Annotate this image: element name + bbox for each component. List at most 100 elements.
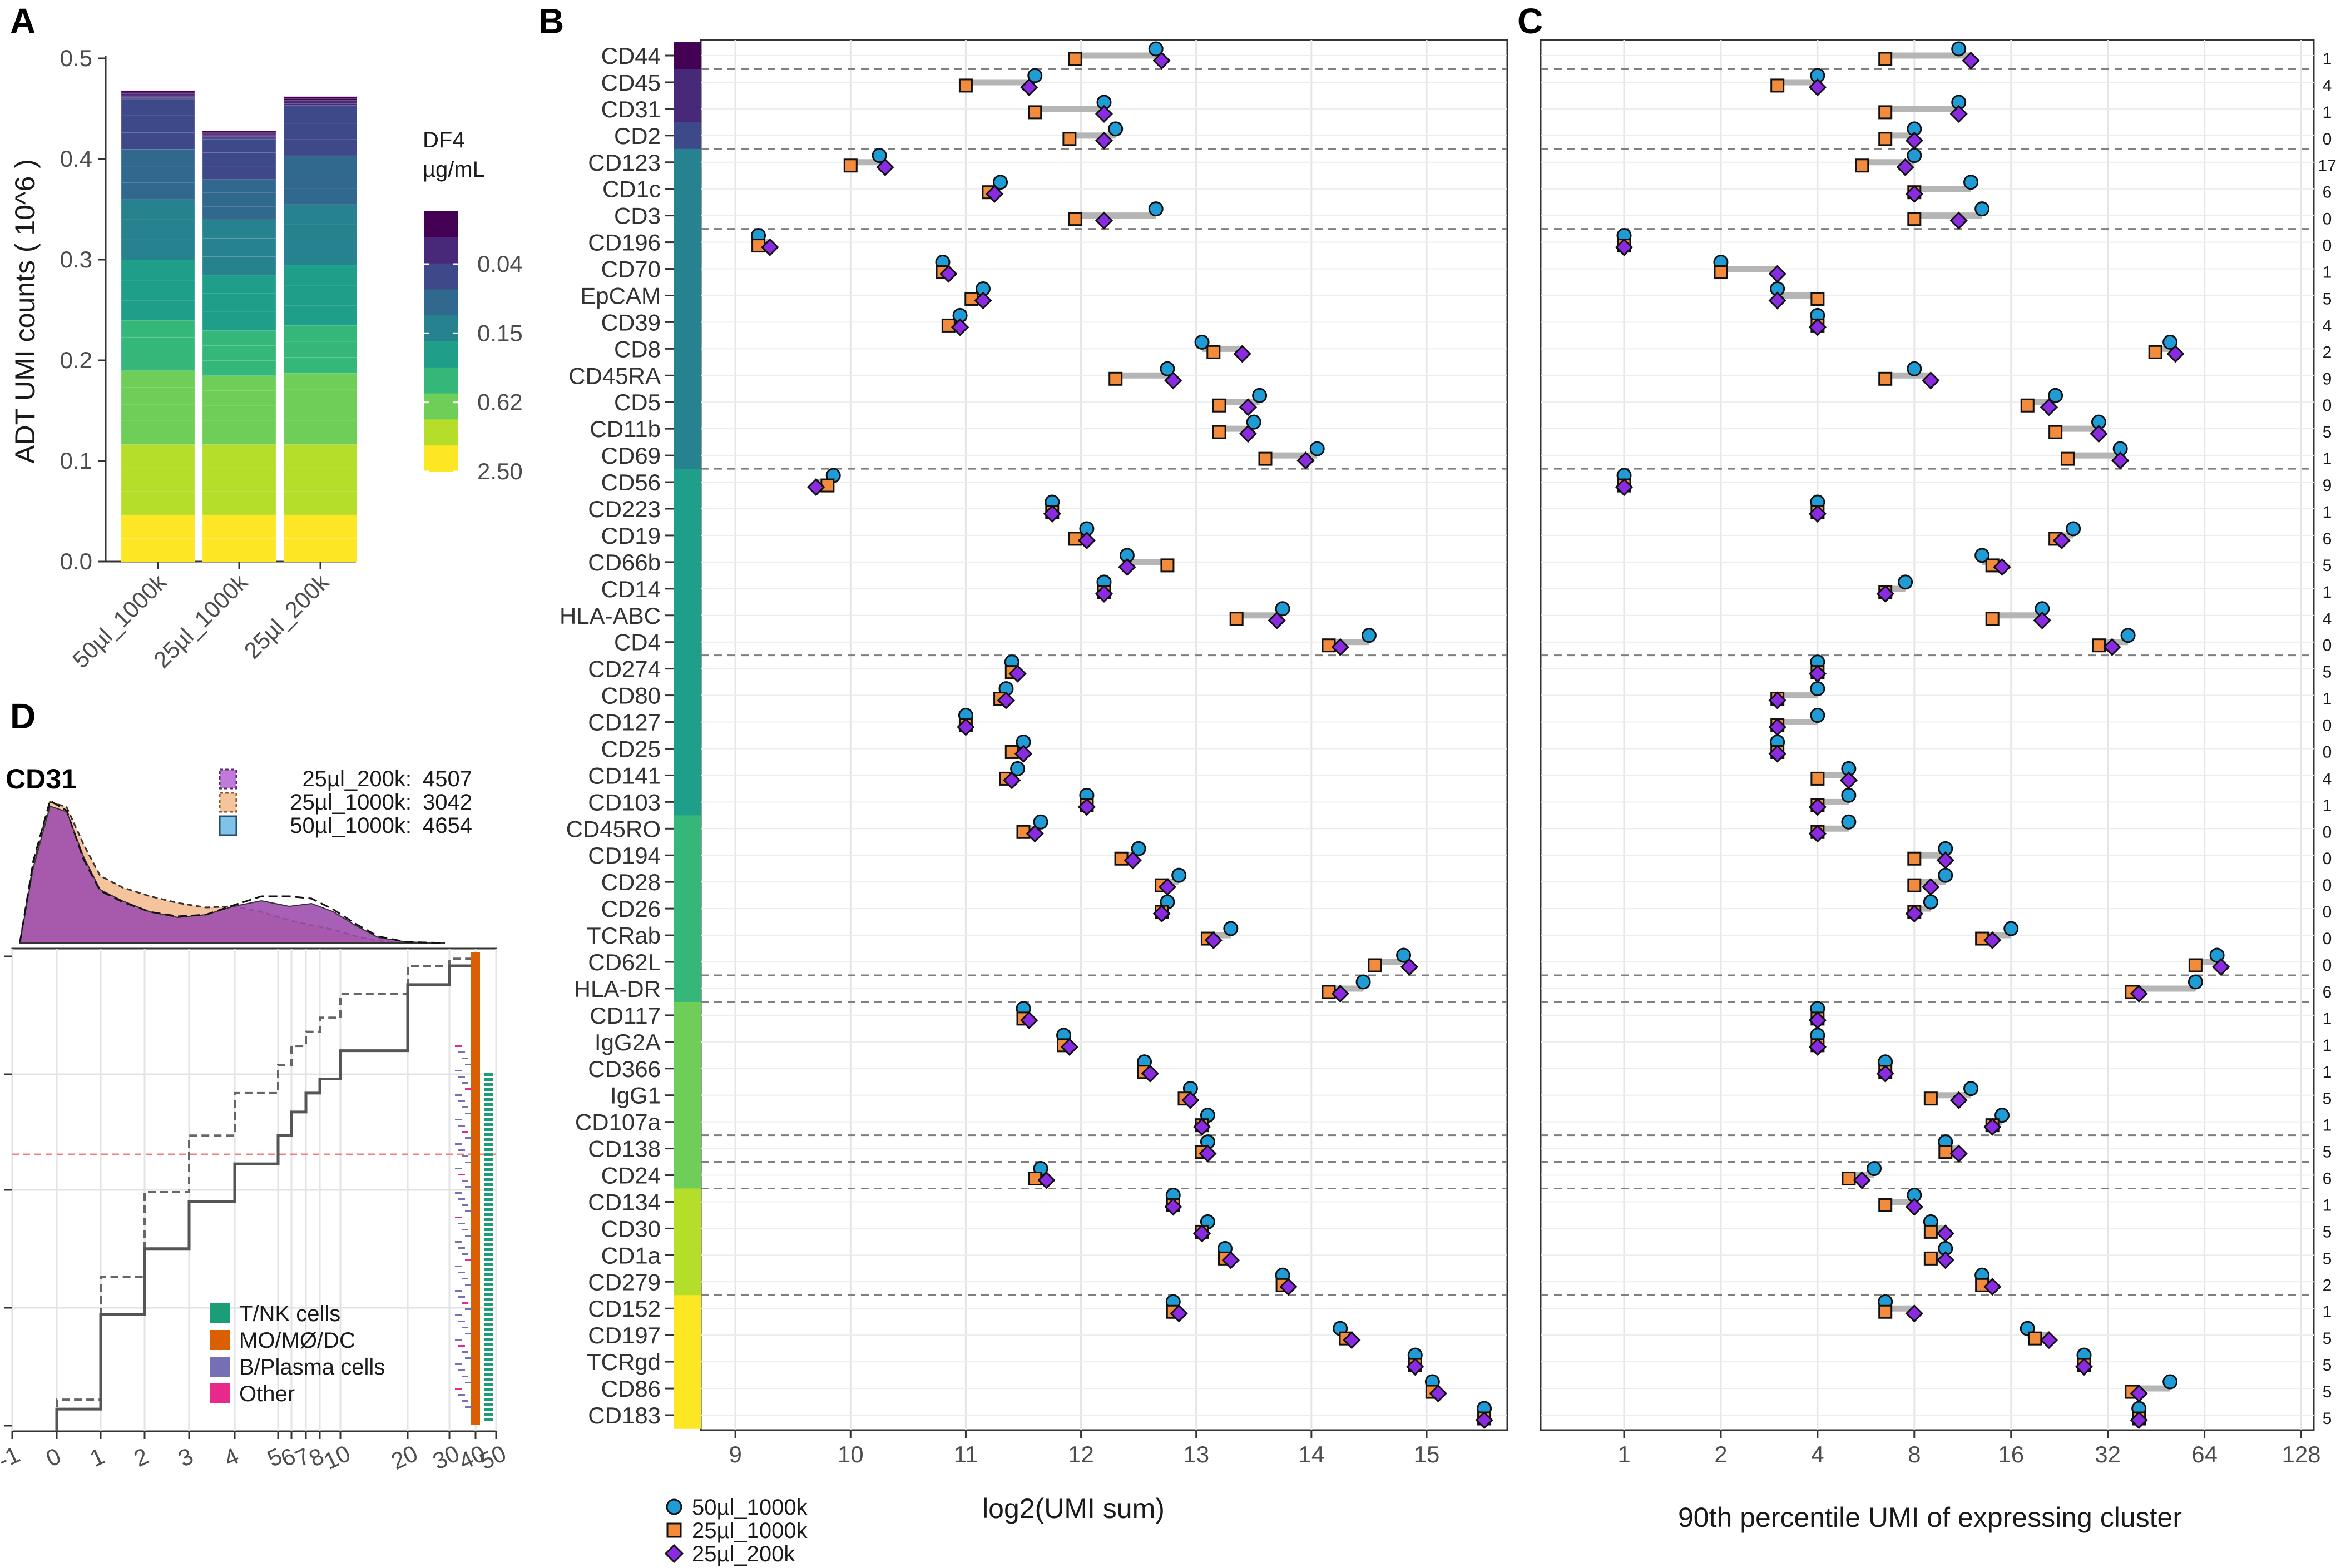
panel-d-rug-mixed	[465, 1357, 472, 1359]
panel-d-rug-mixed	[465, 1284, 472, 1286]
marker-label: CD69	[601, 443, 661, 469]
marker-label: CD4	[614, 629, 661, 656]
panel-b-point-50ul-1000k	[872, 148, 887, 163]
panel-d-legend-label: 25µl_200k:	[302, 767, 412, 791]
marker-count: 4	[2323, 316, 2332, 335]
marker-label: CD8	[614, 336, 661, 362]
marker-color-strip	[674, 895, 701, 922]
panel-d-rug-tnk	[484, 1288, 493, 1291]
legend-key-25ul-1000k	[666, 1522, 682, 1538]
panel-b-xtick-label: 13	[1183, 1441, 1209, 1467]
panel-d-rug-tnk	[484, 1253, 493, 1256]
panel-c-point-25ul-1000k	[2148, 345, 2162, 359]
marker-label: CD107a	[575, 1109, 661, 1135]
panel-d-rug-mixed	[458, 1345, 465, 1347]
panel-c-point-25ul-200k	[1768, 291, 1786, 310]
panel-d-rug-tnk	[484, 1403, 493, 1406]
marker-count: 5	[2323, 1143, 2332, 1162]
panel-d-rug-mixed	[462, 1204, 468, 1206]
panel-c-point-25ul-200k	[1615, 238, 1634, 256]
panel-b-dotplot: 9 10 11 12 13 14 15CD44CD45CD31CD2CD123CD1cCD3…	[560, 39, 1508, 1524]
marker-count: 1	[2323, 1063, 2332, 1081]
panel-a-bar-segment	[202, 292, 276, 312]
marker-label: CD194	[588, 842, 661, 869]
panel-c-point-25ul-200k	[2212, 957, 2230, 976]
panel-b-xtick-label: 9	[729, 1441, 741, 1467]
marker-count: 0	[2323, 717, 2332, 735]
marker-count: 0	[2323, 930, 2332, 948]
marker-color-strip	[674, 815, 701, 843]
panel-c-point-50ul-1000k	[2003, 921, 2019, 936]
panel-b-point-25ul-1000k	[1229, 612, 1244, 626]
panel-a-bar-segment	[283, 284, 358, 306]
panel-d-rug-tnk	[484, 1073, 493, 1076]
panel-d-rug-tnk	[484, 1298, 493, 1301]
panel-d-rug-tnk	[484, 1268, 493, 1271]
panel-d-rug-tnk	[484, 1098, 493, 1101]
panel-d-rug-mixed	[465, 1137, 472, 1139]
panel-c-point-25ul-1000k	[1907, 851, 1922, 866]
panel-d-rug-tnk	[484, 1093, 493, 1096]
marker-label: CD70	[601, 256, 661, 282]
marker-color-strip	[674, 148, 701, 176]
panel-b-point-25ul-200k	[1037, 1171, 1056, 1189]
panel-d-rug-tnk	[484, 1363, 493, 1366]
panel-c-point-50ul-1000k	[1810, 681, 1825, 697]
panel-c-point-50ul-1000k	[2048, 388, 2063, 403]
panel-d-rug-tnk	[484, 1383, 493, 1386]
panel-b-point-25ul-200k	[974, 291, 992, 310]
panel-b-point-25ul-200k	[1124, 851, 1142, 870]
panel-d-rug-mixed	[462, 1155, 468, 1157]
panel-a-ylabel: ADT UMI counts ( 10^6 )	[9, 159, 41, 464]
marker-color-strip	[674, 1322, 701, 1349]
panel-d-rug-tnk	[484, 1133, 493, 1136]
panel-c-xtick-label: 128	[2281, 1441, 2320, 1467]
panel-d-rug-mixed	[465, 1113, 472, 1114]
panel-d-rug-tnk	[484, 1103, 493, 1106]
panel-c-point-50ul-1000k	[1974, 548, 1990, 563]
panel-b-point-25ul-1000k	[843, 158, 858, 173]
panel-d-rug-tnk	[484, 1188, 493, 1191]
marker-color-strip	[674, 175, 701, 203]
marker-label: CD1a	[601, 1242, 661, 1268]
panel-a-bar-segment	[121, 219, 195, 240]
panel-b-point-25ul-200k	[1043, 504, 1061, 523]
panel-a-bar-segment	[121, 353, 195, 371]
panel-d-rug-mixed	[465, 1235, 472, 1237]
panel-a-bar-segment	[202, 390, 276, 406]
marker-count: 0	[2323, 903, 2332, 921]
panel-b-point-25ul-200k	[1020, 1011, 1038, 1030]
panel-d-rug-mixed	[455, 1094, 462, 1096]
panel-d-rug-mixed	[455, 1266, 462, 1267]
marker-color-strip	[674, 229, 701, 256]
panel-c-dotplot: 1 2 4 8 16 32 64 128141017600154290519165140510…	[1540, 39, 2336, 1533]
panel-b-point-50ul-1000k	[1246, 414, 1261, 430]
marker-color-strip	[674, 869, 701, 896]
marker-color-strip	[674, 788, 701, 816]
panel-d-rug-mixed	[462, 1229, 468, 1230]
panel-c-point-25ul-1000k	[1855, 158, 1869, 173]
panel-a-bar-segment	[121, 165, 195, 183]
panel-c-xtick-label: 32	[2095, 1441, 2121, 1467]
panel-b-point-50ul-1000k	[993, 175, 1008, 190]
panel-d-rug-tnk	[484, 1413, 493, 1416]
marker-label: CD141	[588, 762, 661, 788]
marker-color-strip	[674, 522, 701, 549]
panel-c-point-25ul-200k	[1808, 504, 1827, 523]
panel-d-rug-mixed	[465, 1064, 472, 1065]
panel-b-point-50ul-1000k	[1223, 921, 1239, 936]
marker-label: CD14	[601, 576, 661, 602]
panel-c-point-50ul-1000k	[2162, 334, 2178, 350]
panel-d-celltype-key	[210, 1383, 230, 1403]
panel-a-bar-segment	[283, 304, 358, 326]
colorbar-step	[424, 393, 458, 420]
panel-c-point-25ul-200k	[1949, 1091, 1968, 1109]
panel-a-bar-segment	[202, 420, 276, 445]
panel-b-point-25ul-200k	[1192, 1118, 1211, 1136]
panel-c-point-50ul-1000k	[1951, 41, 1967, 57]
panel-d-rug-mixed	[465, 1382, 472, 1383]
panel-d-xtick-label: 4	[220, 1443, 242, 1472]
marker-label: CD117	[590, 1003, 661, 1029]
panel-a-ytick-label: 0.5	[60, 45, 92, 71]
panel-b-point-25ul-200k	[1020, 78, 1038, 97]
